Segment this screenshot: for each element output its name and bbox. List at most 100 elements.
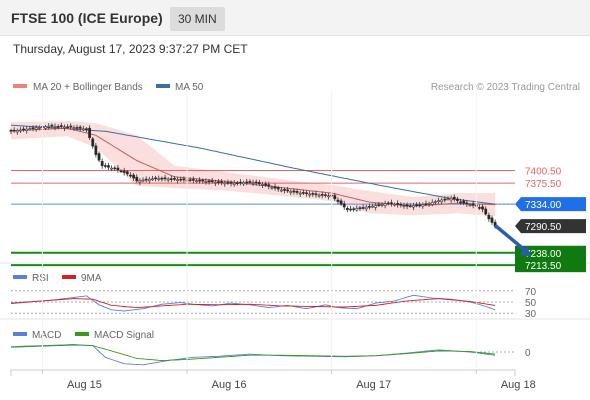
candle-body (213, 181, 217, 184)
candle-body (270, 186, 274, 189)
pivot-label-box (515, 197, 586, 212)
candle-body (301, 192, 305, 194)
candle-body (386, 202, 390, 205)
candle-body (254, 181, 258, 184)
candle-body (116, 167, 120, 171)
candle-body (465, 202, 469, 205)
support-label: 7213.50 (525, 261, 562, 272)
candle-body (201, 179, 205, 182)
candle-body (63, 126, 66, 129)
candle-body (232, 182, 236, 185)
candle-body (81, 128, 85, 131)
candle-body (204, 181, 208, 183)
macd-zero-label: 0 (525, 348, 531, 359)
resistance-label: 7375.50 (525, 179, 562, 190)
ma50-line (10, 124, 496, 205)
candle-body (405, 204, 409, 207)
candle-body (345, 207, 349, 211)
x-tick-label: Aug 16 (212, 379, 247, 391)
support-label-box (515, 245, 586, 260)
support-label: 7238.00 (525, 249, 562, 260)
candle-body (437, 200, 440, 202)
candle-body (352, 208, 356, 211)
header-bar: FTSE 100 (ICE Europe) 30 MIN (0, 0, 590, 36)
forecast-arrow-head (519, 245, 532, 258)
candle-body (408, 205, 412, 208)
candle-body (19, 129, 22, 132)
candle-body (446, 198, 450, 201)
candle-body (125, 171, 129, 175)
candle-body (283, 189, 286, 191)
legend-macd-label: MACD (32, 330, 61, 341)
candle-body (28, 128, 32, 131)
candle-body (402, 205, 406, 207)
candle-body (364, 206, 368, 210)
resistance-label: 7400.50 (525, 166, 562, 177)
candle-body (56, 126, 60, 128)
candle-body (22, 128, 25, 131)
candle-body (349, 208, 352, 211)
candle-body (355, 208, 359, 211)
legend-ma20-label: MA 20 + Bollinger Bands (33, 82, 143, 93)
candle-body (279, 189, 283, 192)
candle-body (411, 205, 415, 208)
candle-body (371, 205, 374, 208)
candle-body (69, 125, 73, 128)
candle-body (471, 203, 475, 206)
candle-body (308, 193, 312, 196)
instrument-title: FTSE 100 (ICE Europe) (11, 10, 163, 26)
candle-body (103, 165, 107, 167)
candle-body (147, 178, 151, 182)
candle-body (443, 198, 447, 201)
candle-body (154, 177, 158, 180)
support-label-box (515, 258, 586, 273)
candle-body (481, 206, 484, 210)
candle-body (383, 203, 387, 206)
candle-body (323, 194, 327, 197)
candle-body (163, 177, 167, 180)
candles (9, 122, 497, 229)
candle-body (459, 201, 462, 204)
candle-body (286, 189, 290, 192)
candle-body (289, 191, 293, 193)
bollinger-band (11, 121, 496, 217)
timestamp: Thursday, August 17, 2023 9:37:27 PM CET (13, 42, 248, 56)
candle-body (295, 191, 299, 193)
candle-body (176, 179, 180, 181)
legend-macd-signal-label: MACD Signal (94, 330, 154, 341)
candle-body (173, 178, 176, 180)
candle-body (314, 193, 318, 196)
candle-body (452, 196, 456, 200)
candle-body (292, 190, 296, 193)
candle-body (415, 204, 418, 206)
candle-body (358, 207, 362, 209)
candle-body (396, 203, 400, 205)
candle-body (188, 179, 192, 181)
rsi-line (10, 294, 496, 312)
candle-body (91, 138, 95, 147)
legend-rsi-ma-label: 9MA (81, 273, 102, 284)
legend-macd-swatch (13, 332, 27, 336)
last-price-label-box (515, 219, 586, 234)
candle-body (298, 192, 302, 195)
candle-body (129, 174, 132, 177)
candle-body (418, 204, 422, 207)
candle-body (342, 203, 346, 208)
candle-body (141, 179, 145, 182)
candle-body (273, 186, 277, 189)
candle-body (138, 180, 142, 183)
x-tick-label: Aug 18 (501, 379, 536, 391)
watermark: Research © 2023 Trading Central (431, 82, 580, 93)
candle-body (160, 177, 164, 180)
candle-body (53, 126, 57, 128)
candle-body (135, 176, 139, 182)
candle-body (59, 125, 63, 128)
candle-body (484, 208, 488, 215)
candle-body (421, 204, 425, 207)
candle-body (333, 195, 337, 200)
candle-body (44, 126, 47, 129)
candle-body (239, 181, 242, 184)
candle-body (276, 187, 280, 190)
interval-badge[interactable]: 30 MIN (170, 7, 225, 31)
